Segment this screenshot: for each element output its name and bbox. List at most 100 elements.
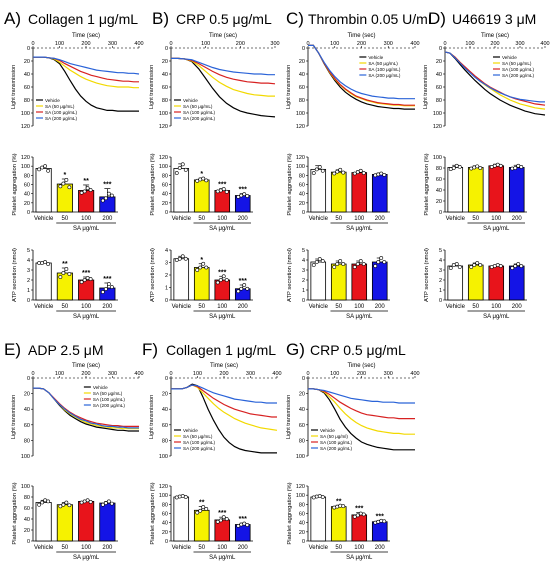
bar-2 [351,172,368,213]
x-tick-label: Vehicle [172,304,192,310]
legend-label: Vehicle [45,98,60,103]
legend-label: SA (200 μg/mL) [93,403,125,408]
data-point [338,259,343,263]
data-point [236,194,241,199]
data-point [215,519,220,524]
data-point [67,272,72,276]
bar-1 [330,263,347,301]
data-point [239,286,244,291]
y-tick-label: 20 [436,199,442,205]
x-axis-title: Time (sec) [481,33,509,39]
legend-label: Vehicle [183,98,198,103]
data-point [103,501,108,505]
data-point [224,189,229,194]
legend-label: SA (50 μg/mL) [183,434,213,439]
legend-label: SA (200 μg/mL) [183,446,215,451]
legend-label: Vehicle [320,428,335,433]
y-tick-label: 100 [21,111,30,117]
data-point [221,274,226,279]
y-tick-label: 60 [299,423,305,429]
y-tick-label: 2 [27,278,30,284]
data-point [451,166,456,170]
x-tick-label: 400 [134,41,143,47]
data-point [106,191,111,196]
x-tick-label: 200 [357,371,366,377]
x-tick-label: Vehicle [446,304,466,310]
data-point [198,265,203,270]
data-point [382,519,387,524]
data-point [236,289,241,294]
legend-label: SA (200 μg/mL) [183,116,215,121]
x-axis-title: SA μg/mL [483,226,510,232]
atp-secretion-chart-B: 0 1 2 3 4 ATP secretion (nmol) Vehicle * 50 *** 10… [150,248,253,320]
bar-0 [310,168,327,213]
trace-line-1 [171,384,278,431]
data-point [106,282,111,286]
significance-label: *** [218,182,226,189]
x-tick-label: 300 [384,371,393,377]
atp-secretion-chart-D: 0 1 2 3 4 5 ATP secretion (nmol) Vehicle 50 100 20… [424,248,527,320]
y-tick-label: 100 [159,454,168,460]
y-tick-label: 0 [302,298,305,304]
data-point [352,171,357,176]
y-tick-label: 0 [165,376,168,382]
data-point [361,262,366,266]
y-axis-title: Platelet aggregation (%) [287,482,293,544]
y-tick-label: 100 [433,155,442,161]
data-point [183,256,188,261]
trace-chart-C: 0 100 200 300 400 Time (sec) 0 20 40 60 80 100 120 Li… [286,33,420,130]
trace-line-1 [171,57,275,97]
data-point [469,265,474,269]
y-tick-label: 60 [436,85,442,91]
panel-title-A: A) Collagen 1 μg/mL [4,9,138,28]
x-tick-label: 200 [238,216,249,222]
y-axis-title: Platelet aggregation (%) [424,153,430,215]
y-tick-label: 60 [436,177,442,183]
y-tick-label: 0 [165,539,168,545]
trace-line-3 [444,51,545,103]
data-point [61,502,66,507]
y-tick-label: 40 [436,72,442,78]
x-tick-label: 200 [512,216,523,222]
trace-chart-F: 0 100 200 300 400 Time (sec) 0 20 40 60 80 100 Light… [149,363,282,460]
y-tick-label: 4 [165,248,168,254]
bar-1 [467,264,484,301]
significance-label: *** [218,269,226,276]
significance-label: ** [83,178,89,185]
panel-title-text-E: ADP 2.5 μM [28,342,104,358]
legend-label: SA (100 μg/mL) [320,440,352,445]
data-point [475,261,480,265]
y-tick-label: 5 [439,248,442,254]
y-tick-label: 0 [165,46,168,52]
bar-3 [99,502,116,542]
y-tick-label: 2 [302,278,305,284]
data-point [478,166,483,170]
x-axis-title: SA μg/mL [73,314,100,320]
x-tick-label: 100 [201,41,210,47]
x-tick-label: 100 [465,41,474,47]
data-point [242,283,247,287]
panel-letter-D: D) [428,9,446,28]
legend-label: Vehicle [502,55,517,60]
x-tick-label: 200 [102,545,113,551]
data-point [341,262,346,266]
data-point [335,169,340,174]
x-tick-label: 100 [330,41,339,47]
bar-0 [35,262,52,301]
data-point [320,168,325,173]
y-tick-label: 120 [159,124,168,130]
x-tick-label: Vehicle [172,545,192,551]
data-point [177,494,182,499]
y-tick-label: 3 [27,268,30,274]
y-tick-label: 40 [24,72,30,78]
significance-label: ** [336,498,342,505]
y-axis-title: Platelet aggregation (%) [150,482,156,544]
data-point [245,194,250,198]
panel-letter-G: G) [286,340,305,359]
y-tick-label: 100 [159,164,168,170]
data-point [338,167,343,172]
data-point [177,166,182,170]
legend-label: SA (200 μg/mL) [502,73,534,78]
